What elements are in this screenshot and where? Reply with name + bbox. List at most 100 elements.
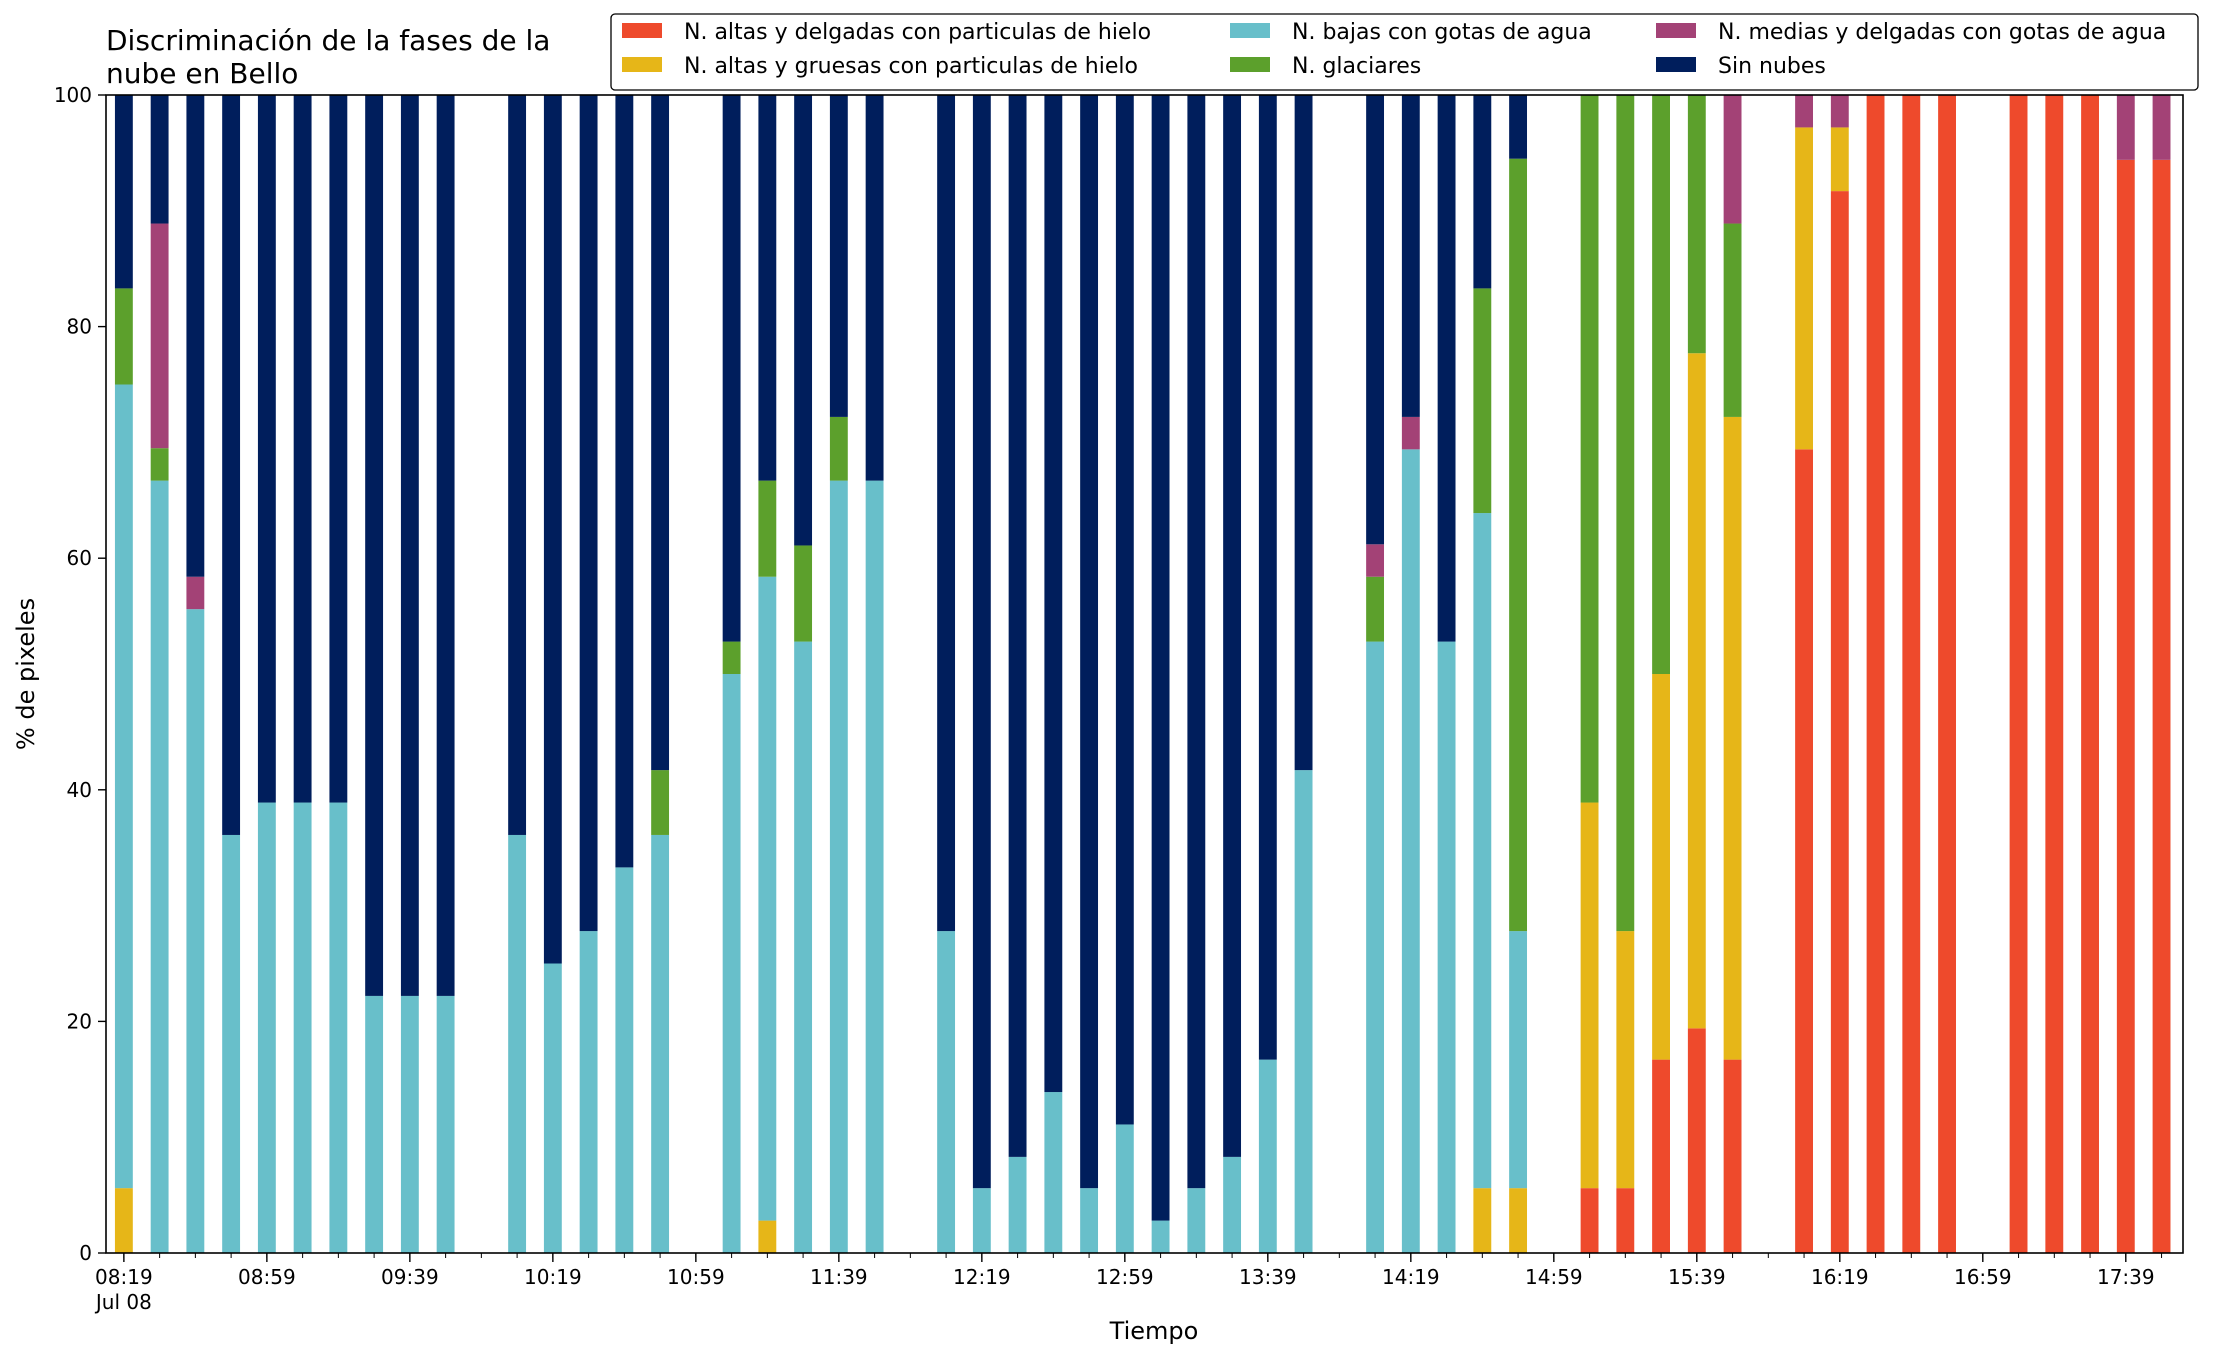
bar-20-sin-nubes (937, 95, 956, 932)
bar-46-n-altas-y-delgadas-con-particulas-de-hielo (2009, 95, 2028, 1253)
bar-16-n-glaciares (758, 480, 777, 577)
legend-label-sin-nubes: Sin nubes (1718, 54, 1826, 79)
bar-9-n-bajas-con-gotas-de-agua (436, 995, 455, 1253)
bar-16-sin-nubes (758, 95, 777, 481)
bar-9-sin-nubes (436, 95, 455, 996)
y-tick-label: 40 (67, 778, 92, 802)
y-tick-label: 0 (79, 1241, 92, 1265)
legend-swatch-sin-nubes (1656, 57, 1696, 72)
bar-18-n-bajas-con-gotas-de-agua (829, 480, 848, 1253)
bar-50-n-altas-y-delgadas-con-particulas-de-hielo (2152, 159, 2171, 1254)
legend: N. altas y delgadas con particulas de hi… (610, 13, 2199, 91)
bar-44-n-altas-y-delgadas-con-particulas-de-hielo (1902, 95, 1921, 1253)
bar-1-n-bajas-con-gotas-de-agua (150, 480, 169, 1253)
bar-7-n-bajas-con-gotas-de-agua (365, 995, 384, 1253)
bar-42-n-medias-y-delgadas-con-gotas-de-agua (1830, 95, 1849, 128)
bar-34-sin-nubes (1473, 95, 1492, 289)
bar-7-sin-nubes (365, 95, 384, 996)
x-tick-label: 10:19 (524, 1265, 582, 1289)
bar-4-sin-nubes (257, 95, 276, 803)
bar-5-n-bajas-con-gotas-de-agua (293, 802, 312, 1253)
bar-42-n-altas-y-gruesas-con-particulas-de-hielo (1830, 127, 1849, 192)
x-tick-label: 12:19 (953, 1265, 1011, 1289)
bar-14-sin-nubes (651, 95, 670, 771)
bar-15-sin-nubes (722, 95, 741, 642)
bar-17-n-glaciares (794, 545, 813, 642)
bar-47-n-altas-y-delgadas-con-particulas-de-hielo (2045, 95, 2064, 1253)
bar-41-n-altas-y-delgadas-con-particulas-de-hielo (1795, 449, 1813, 1254)
bar-32-n-medias-y-delgadas-con-gotas-de-agua (1401, 416, 1420, 450)
bar-32-sin-nubes (1401, 95, 1420, 417)
bar-28-n-bajas-con-gotas-de-agua (1223, 1156, 1242, 1253)
y-tick-label: 20 (67, 1009, 92, 1033)
bar-14-n-glaciares (651, 770, 670, 835)
x-tick-label: 15:39 (1668, 1265, 1726, 1289)
x-tick-label: 09:39 (381, 1265, 439, 1289)
bar-27-sin-nubes (1187, 95, 1206, 1189)
bar-29-sin-nubes (1258, 95, 1277, 1060)
bar-18-n-glaciares (829, 416, 848, 481)
bar-12-n-bajas-con-gotas-de-agua (579, 931, 598, 1253)
legend-swatch-n-altas-y-delgadas-con-particulas-de-hielo (622, 23, 662, 38)
bar-30-sin-nubes (1294, 95, 1313, 771)
legend-label-n-glaciares: N. glaciares (1292, 54, 1421, 79)
bar-33-n-bajas-con-gotas-de-agua (1437, 641, 1456, 1253)
bar-27-n-bajas-con-gotas-de-agua (1187, 1188, 1206, 1253)
bar-2-sin-nubes (186, 95, 205, 577)
bar-37-n-altas-y-gruesas-con-particulas-de-hielo (1616, 931, 1635, 1189)
bar-35-n-altas-y-gruesas-con-particulas-de-hielo (1509, 1188, 1528, 1253)
bar-13-n-bajas-con-gotas-de-agua (615, 867, 634, 1253)
bar-16-n-altas-y-gruesas-con-particulas-de-hielo (758, 1220, 777, 1253)
y-tick-label: 80 (67, 315, 92, 339)
bar-40-n-altas-y-delgadas-con-particulas-de-hielo (1723, 1059, 1742, 1253)
chart-title-line-2: nube en Bello (106, 57, 298, 90)
chart-title-line-1: Discriminación de la fases de la (106, 24, 550, 57)
bar-40-n-altas-y-gruesas-con-particulas-de-hielo (1723, 416, 1742, 1060)
bar-36-n-glaciares (1580, 95, 1599, 803)
bar-49-n-altas-y-delgadas-con-particulas-de-hielo (2116, 159, 2135, 1254)
bar-25-n-bajas-con-gotas-de-agua (1115, 1124, 1134, 1253)
bar-23-n-bajas-con-gotas-de-agua (1044, 1092, 1063, 1253)
bar-8-n-bajas-con-gotas-de-agua (400, 995, 419, 1253)
bar-28-sin-nubes (1223, 95, 1242, 1157)
x-tick-label: 08:19 (95, 1265, 153, 1289)
bar-36-n-altas-y-delgadas-con-particulas-de-hielo (1580, 1188, 1599, 1253)
bar-1-sin-nubes (150, 95, 169, 224)
bar-0-n-altas-y-gruesas-con-particulas-de-hielo (114, 1188, 133, 1253)
bar-3-n-bajas-con-gotas-de-agua (222, 834, 241, 1253)
bar-36-n-altas-y-gruesas-con-particulas-de-hielo (1580, 802, 1599, 1189)
bar-42-n-altas-y-delgadas-con-particulas-de-hielo (1830, 191, 1849, 1254)
bar-12-sin-nubes (579, 95, 598, 932)
bar-15-n-glaciares (722, 641, 741, 674)
legend-swatch-n-medias-y-delgadas-con-gotas-de-agua (1656, 23, 1696, 38)
bar-39-n-altas-y-gruesas-con-particulas-de-hielo (1687, 353, 1706, 1029)
bar-37-n-glaciares (1616, 95, 1635, 932)
bar-2-n-medias-y-delgadas-con-gotas-de-agua (186, 576, 205, 610)
bar-30-n-bajas-con-gotas-de-agua (1294, 770, 1313, 1253)
bar-31-sin-nubes (1366, 95, 1385, 545)
bar-21-n-bajas-con-gotas-de-agua (972, 1188, 991, 1253)
bar-11-sin-nubes (543, 95, 562, 964)
bar-37-n-altas-y-delgadas-con-particulas-de-hielo (1616, 1188, 1635, 1253)
bar-34-n-bajas-con-gotas-de-agua (1473, 513, 1492, 1189)
bar-17-sin-nubes (794, 95, 813, 546)
bar-22-n-bajas-con-gotas-de-agua (1008, 1156, 1027, 1253)
bar-26-sin-nubes (1151, 95, 1170, 1221)
x-tick-sublabel: Jul 08 (94, 1290, 152, 1314)
bar-6-sin-nubes (329, 95, 348, 803)
bar-18-sin-nubes (829, 95, 848, 417)
bar-24-n-bajas-con-gotas-de-agua (1080, 1188, 1099, 1253)
x-tick-label: 16:19 (1811, 1265, 1869, 1289)
legend-frame (610, 13, 2199, 91)
bar-19-n-bajas-con-gotas-de-agua (865, 480, 884, 1253)
bar-41-n-medias-y-delgadas-con-gotas-de-agua (1795, 95, 1813, 128)
bar-35-n-bajas-con-gotas-de-agua (1509, 931, 1528, 1189)
bar-1-n-glaciares (150, 448, 169, 481)
bar-3-sin-nubes (222, 95, 241, 835)
bar-22-sin-nubes (1008, 95, 1027, 1157)
legend-label-n-altas-y-delgadas-con-particulas-de-hielo: N. altas y delgadas con particulas de hi… (684, 20, 1151, 45)
bar-0-n-glaciares (114, 288, 133, 385)
y-tick-label: 60 (67, 546, 92, 570)
bar-31-n-medias-y-delgadas-con-gotas-de-agua (1366, 544, 1385, 577)
